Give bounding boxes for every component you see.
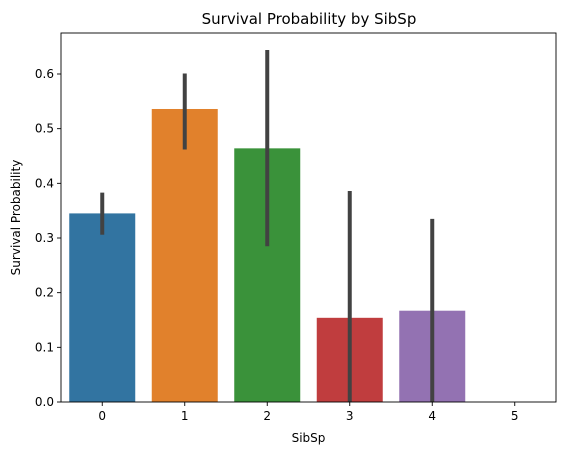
plot-frame	[60, 32, 557, 403]
x-tick-label: 5	[511, 409, 519, 423]
x-tick-label: 4	[428, 409, 436, 423]
x-tick-label: 3	[346, 409, 354, 423]
y-tick-label: 0.4	[35, 176, 54, 190]
y-axis-label: Survival Probability	[9, 160, 23, 276]
y-tick-label: 0.3	[35, 231, 54, 245]
x-axis-label: SibSp	[292, 431, 326, 445]
y-tick-label: 0.1	[35, 340, 54, 354]
x-tick-label: 2	[263, 409, 271, 423]
x-tick-label: 0	[98, 409, 106, 423]
chart-title: Survival Probability by SibSp	[202, 10, 417, 28]
x-axis: 0 1 2 3 4 5	[98, 402, 519, 423]
y-tick-label: 0.6	[35, 67, 54, 81]
y-tick-label: 0.2	[35, 286, 54, 300]
y-tick-label: 0.5	[35, 122, 54, 136]
y-tick-label: 0.0	[35, 395, 54, 409]
bar-1	[151, 108, 218, 402]
y-axis: 0.0 0.1 0.2 0.3 0.4 0.5 0.6	[35, 67, 61, 409]
bar-0	[69, 213, 136, 402]
x-tick-label: 1	[181, 409, 189, 423]
error-bars-group	[100, 49, 435, 402]
